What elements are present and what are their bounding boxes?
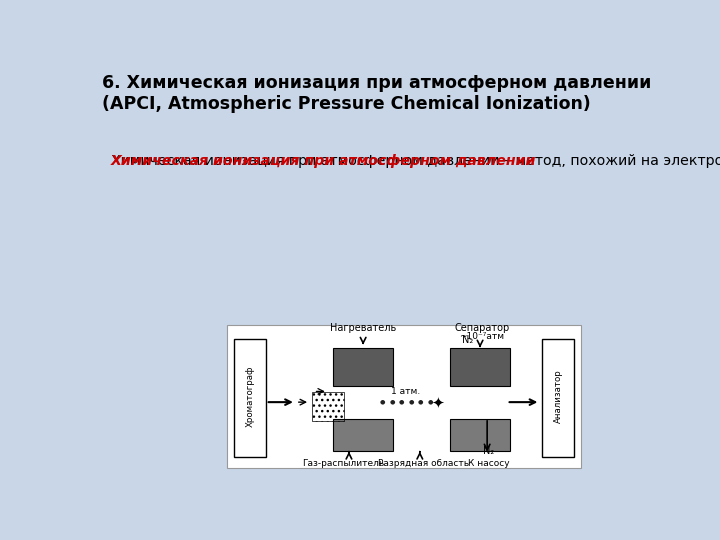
Text: ●: ● — [380, 400, 385, 404]
Text: 1 атм.: 1 атм. — [391, 387, 420, 396]
Text: ●: ● — [428, 400, 433, 404]
FancyBboxPatch shape — [450, 420, 510, 451]
FancyBboxPatch shape — [333, 348, 393, 386]
Text: ✦: ✦ — [432, 395, 445, 410]
FancyBboxPatch shape — [542, 339, 574, 457]
Text: N₂: N₂ — [482, 446, 494, 456]
FancyBboxPatch shape — [333, 420, 393, 451]
Text: Химическая ионизация при атмосферном давлении: Химическая ионизация при атмосферном дав… — [111, 154, 536, 168]
Text: Сепаратор: Сепаратор — [454, 323, 510, 333]
Text: ●: ● — [408, 400, 414, 404]
Text: ●: ● — [418, 400, 423, 404]
FancyBboxPatch shape — [227, 325, 581, 468]
Text: Разрядная область: Разрядная область — [378, 460, 469, 468]
Text: ~10⁻⁷атм: ~10⁻⁷атм — [459, 332, 505, 341]
Text: К насосу: К насосу — [468, 460, 510, 468]
FancyBboxPatch shape — [234, 339, 266, 457]
Text: ●: ● — [390, 400, 395, 404]
Text: Хроматограф: Хроматограф — [246, 366, 254, 427]
Text: Химическая ионизация при атмосферном давлении – метод, похожий на электрораспыле: Химическая ионизация при атмосферном дав… — [111, 154, 720, 168]
Text: Нагреватель: Нагреватель — [330, 323, 396, 333]
Text: 6. Химическая ионизация при атмосферном давлении
(APCI, Atmospheric Pressure Che: 6. Химическая ионизация при атмосферном … — [102, 74, 652, 113]
Text: Анализатор: Анализатор — [554, 369, 562, 423]
Text: ●: ● — [399, 400, 405, 404]
Text: Газ-распылитель: Газ-распылитель — [302, 460, 384, 468]
Text: N₂: N₂ — [462, 335, 473, 345]
FancyBboxPatch shape — [450, 348, 510, 386]
